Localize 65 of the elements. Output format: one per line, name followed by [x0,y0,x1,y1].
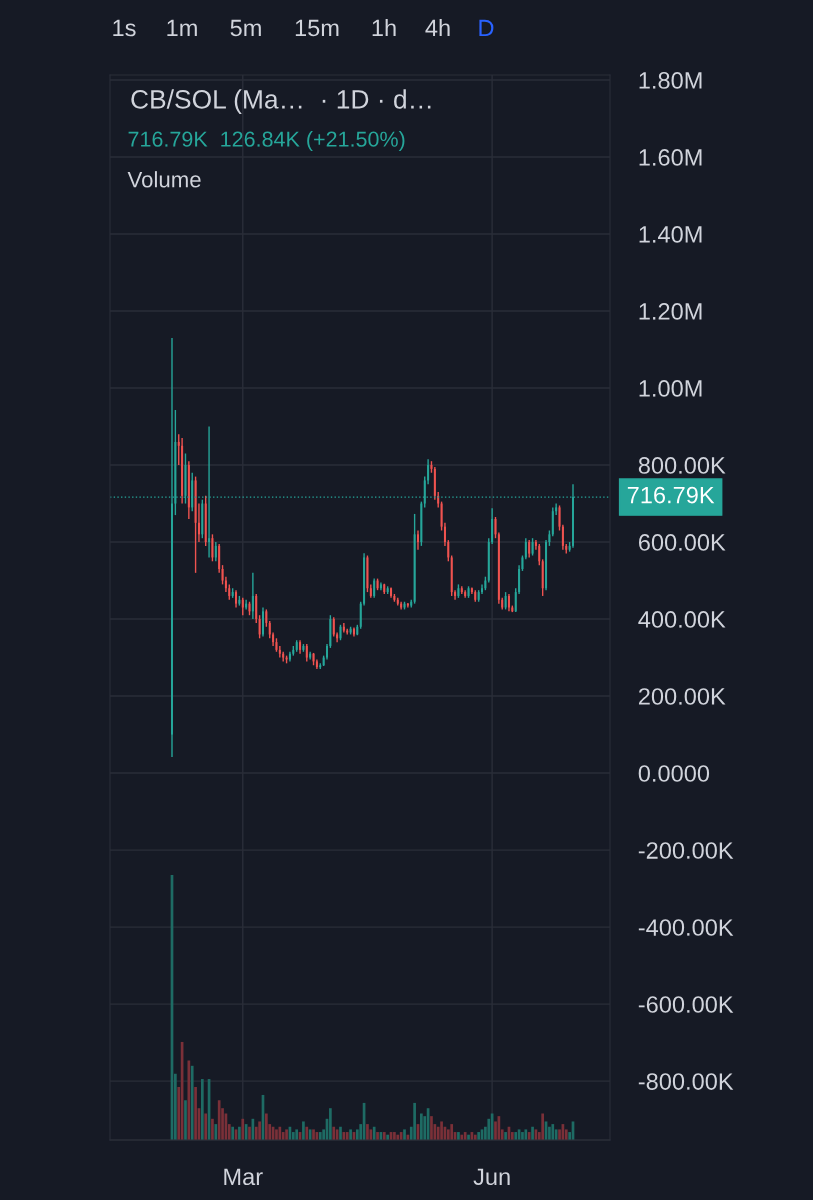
bar [521,1132,524,1140]
y-tick-label: 1.60M [639,149,702,166]
y-tick-label: 1.00M [639,380,702,397]
y-tick-label: 1.20M [639,303,702,320]
bar [440,1121,443,1140]
bar [477,1132,480,1140]
bar [541,1113,545,1140]
ref-line-label: 716.79K [627,486,715,504]
bar [551,1124,555,1140]
bar [231,1126,234,1140]
bar [450,1124,454,1140]
bar [393,1132,396,1140]
text: 1m [167,19,197,37]
bar [531,1126,534,1140]
annotation: Volume [127,171,201,188]
bar [238,1126,241,1140]
text: 1h [372,19,396,37]
y-tick-label: -200.00K [638,842,734,859]
bar [211,1118,214,1140]
bar [403,1129,406,1140]
y-tick-label: -400.00K [638,919,734,936]
bar [413,1102,416,1140]
bar [258,1121,261,1140]
y-tick-label: 600.00K [638,534,726,551]
y-tick-label: 1.40M [639,226,702,243]
bar [329,1108,332,1140]
bar [339,1126,342,1140]
y-tick-label: -800.00K [638,1073,734,1090]
bar [190,1065,194,1140]
bar [285,1129,288,1140]
bar [275,1129,278,1140]
bar [312,1129,315,1140]
bar [200,1079,204,1140]
text: CB/SOL (Ma… · 1D · d… [131,89,431,114]
x-tick-label: Mar [224,1168,263,1186]
bar [204,1113,208,1140]
bar [376,1132,379,1140]
bar [217,1100,221,1140]
text: 716.79K 126.84K (+21.50%) [128,131,405,152]
y-tick-label: -600.00K [638,996,734,1013]
y-tick-label: 400.00K [638,611,726,628]
x-tick-label: Jun [473,1168,510,1186]
bar [457,1132,460,1140]
text: 4h [425,19,450,37]
y-tick-label: 1.80M [639,72,702,89]
bar [278,1126,282,1140]
bar [430,1116,433,1140]
bar [366,1124,369,1140]
text: 1s [113,19,136,37]
y-tick-label: 200.00K [638,688,726,705]
bar [184,1100,187,1140]
y-tick-label: 0.0000 [638,765,710,782]
bar [248,1126,251,1140]
bar [265,1113,268,1140]
bar [420,1113,423,1140]
bar [241,1118,245,1140]
bar [349,1129,352,1140]
text: 15m [295,19,339,37]
bar [194,1087,197,1140]
y-tick-label: 800.00K [638,457,726,474]
bar [214,1124,218,1140]
text: 5m [230,19,261,37]
bar [302,1121,305,1140]
bar [504,1132,507,1140]
text: D [479,19,494,37]
